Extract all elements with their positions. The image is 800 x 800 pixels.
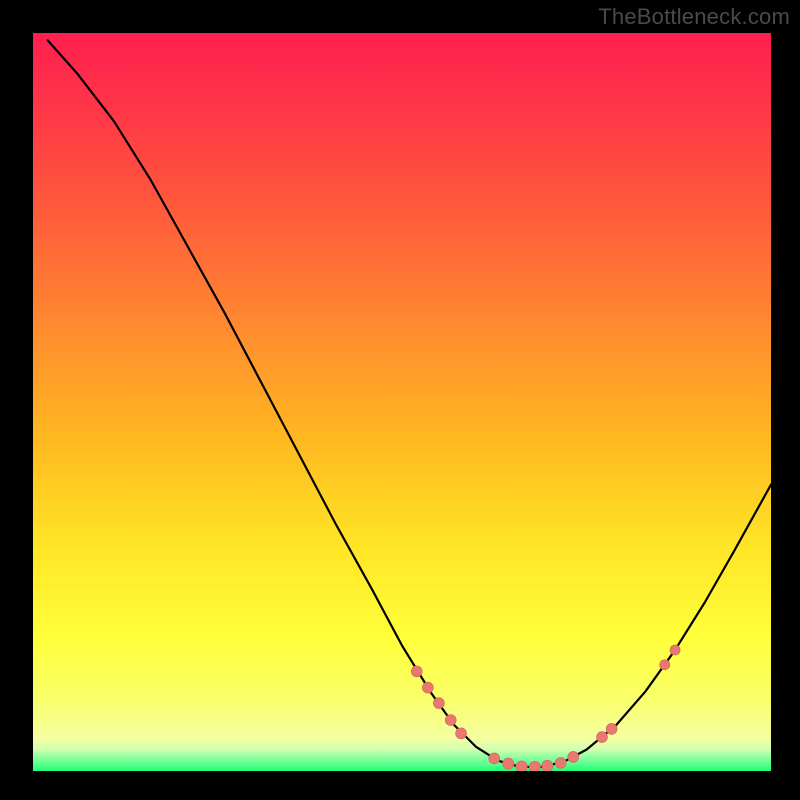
data-marker (660, 660, 670, 670)
data-marker (456, 728, 467, 739)
data-marker (597, 732, 608, 743)
data-marker (422, 682, 433, 693)
plot-svg (33, 33, 771, 771)
data-marker (503, 758, 514, 769)
data-marker (606, 724, 617, 735)
data-marker (411, 666, 422, 677)
gradient-background (33, 33, 771, 771)
data-marker (489, 753, 500, 764)
chart-container: TheBottleneck.com (0, 0, 800, 800)
data-marker (568, 752, 579, 763)
data-marker (434, 698, 445, 709)
data-marker (670, 645, 680, 655)
data-marker (542, 760, 553, 771)
plot-area (33, 33, 771, 771)
data-marker (516, 761, 527, 771)
watermark-text: TheBottleneck.com (598, 4, 790, 30)
data-marker (529, 761, 540, 771)
data-marker (555, 757, 566, 768)
data-marker (445, 715, 456, 726)
